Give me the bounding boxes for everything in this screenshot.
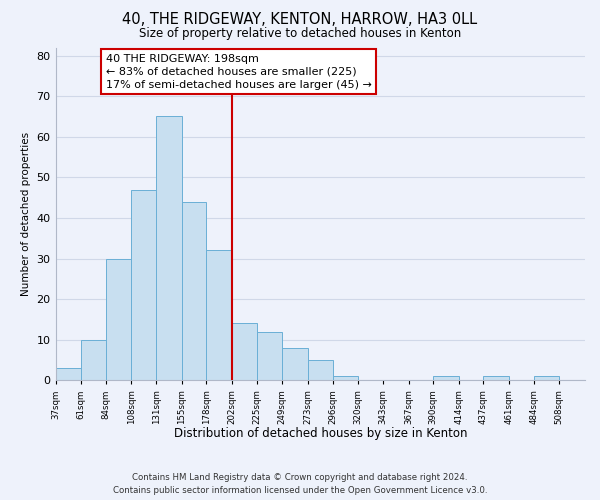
Bar xyxy=(433,376,459,380)
Bar xyxy=(206,250,232,380)
Text: 40 THE RIDGEWAY: 198sqm
← 83% of detached houses are smaller (225)
17% of semi-d: 40 THE RIDGEWAY: 198sqm ← 83% of detache… xyxy=(106,54,371,90)
Bar xyxy=(131,190,156,380)
Y-axis label: Number of detached properties: Number of detached properties xyxy=(21,132,31,296)
Bar xyxy=(156,116,182,380)
Bar xyxy=(484,376,509,380)
Bar xyxy=(56,368,81,380)
Bar xyxy=(308,360,332,380)
Bar xyxy=(257,332,282,380)
X-axis label: Distribution of detached houses by size in Kenton: Distribution of detached houses by size … xyxy=(173,427,467,440)
Bar xyxy=(232,324,257,380)
Bar xyxy=(106,258,131,380)
Text: 40, THE RIDGEWAY, KENTON, HARROW, HA3 0LL: 40, THE RIDGEWAY, KENTON, HARROW, HA3 0L… xyxy=(122,12,478,28)
Bar xyxy=(282,348,308,380)
Bar xyxy=(182,202,206,380)
Bar xyxy=(81,340,106,380)
Bar xyxy=(533,376,559,380)
Text: Contains HM Land Registry data © Crown copyright and database right 2024.
Contai: Contains HM Land Registry data © Crown c… xyxy=(113,474,487,495)
Text: Size of property relative to detached houses in Kenton: Size of property relative to detached ho… xyxy=(139,28,461,40)
Bar xyxy=(332,376,358,380)
